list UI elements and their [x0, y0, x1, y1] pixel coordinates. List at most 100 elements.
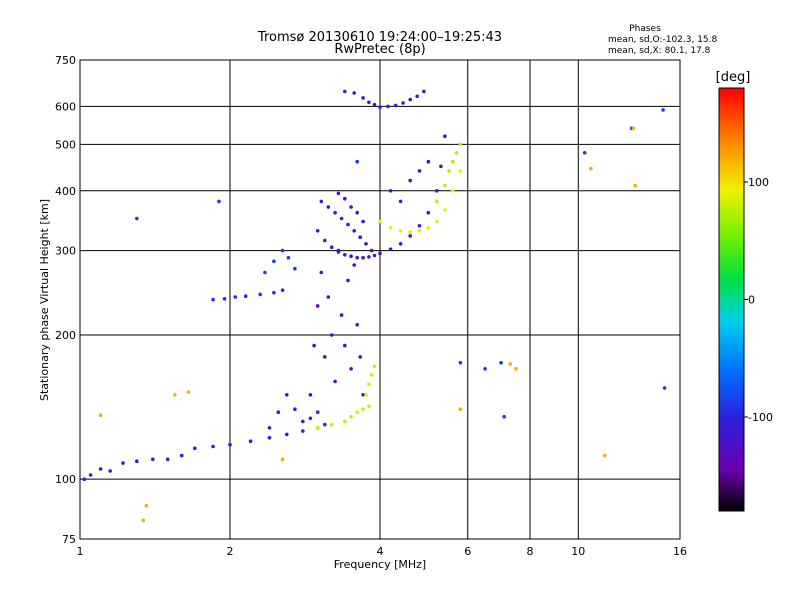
colorbar-gradient — [718, 87, 745, 512]
data-point — [352, 91, 357, 95]
data-point — [258, 292, 263, 297]
data-point — [339, 216, 344, 221]
data-point — [301, 429, 305, 433]
data-point — [633, 183, 637, 188]
x-tick-label: 6 — [464, 545, 471, 558]
x-tick-label: 10 — [571, 545, 585, 558]
data-point — [364, 393, 368, 397]
data-point — [267, 426, 272, 430]
data-point — [121, 461, 125, 465]
data-point — [458, 169, 463, 173]
data-point — [458, 360, 463, 365]
data-point — [398, 242, 403, 246]
data-point — [280, 248, 285, 253]
x-tick-label: 8 — [527, 545, 534, 558]
y-tick-label: 300 — [55, 245, 76, 258]
data-point — [398, 229, 403, 233]
data-point — [386, 104, 390, 109]
data-point — [349, 367, 353, 371]
data-point — [358, 235, 363, 239]
data-point — [326, 205, 331, 209]
chart-title: Tromsø 20130610 19:24:00–19:25:43 — [257, 30, 502, 45]
data-point — [193, 446, 197, 451]
x-axis-label: Frequency [MHz] — [334, 558, 426, 571]
data-point — [336, 250, 341, 254]
data-point — [367, 100, 371, 105]
data-point — [323, 355, 327, 359]
data-point — [447, 169, 451, 173]
data-point — [285, 432, 289, 437]
data-point — [378, 219, 382, 224]
data-point — [426, 225, 431, 230]
data-point — [165, 457, 170, 462]
data-point — [263, 270, 267, 275]
data-point — [228, 442, 232, 447]
colorbar-tick-label: -100 — [748, 411, 773, 424]
data-point — [355, 410, 360, 415]
data-point — [315, 229, 320, 233]
data-point — [326, 295, 331, 299]
data-point — [408, 178, 413, 183]
data-point — [186, 390, 191, 394]
data-point — [179, 453, 184, 458]
data-point — [415, 94, 420, 99]
data-points — [82, 89, 667, 523]
data-point — [352, 229, 357, 233]
data-point — [346, 222, 350, 227]
data-point — [408, 230, 413, 234]
data-point — [388, 225, 393, 230]
data-point — [417, 229, 422, 233]
data-point — [323, 422, 327, 427]
chart-subtitle: RwPretec (8p) — [334, 42, 425, 57]
data-point — [217, 199, 221, 204]
data-point — [426, 159, 431, 164]
data-point — [589, 166, 593, 171]
y-axis-ticks: 75 100 200 300 400 500 600 750 — [55, 54, 76, 546]
data-point — [602, 453, 607, 458]
data-point — [144, 503, 149, 508]
data-point — [355, 323, 360, 327]
data-point — [329, 245, 334, 249]
plot-area: 1 2 4 6 8 10 16 75 100 200 300 400 500 600 750 — [55, 54, 687, 558]
data-point — [135, 459, 139, 464]
data-point — [355, 255, 360, 260]
data-point — [369, 373, 374, 377]
data-point — [315, 426, 320, 430]
data-point — [333, 210, 337, 215]
colorbar: [deg] 100 0 -100 — [716, 70, 773, 512]
data-point — [319, 270, 324, 275]
data-point — [435, 199, 439, 204]
data-point — [286, 255, 291, 260]
data-point — [661, 108, 665, 112]
data-point — [355, 159, 360, 164]
data-point — [272, 290, 276, 295]
data-point — [398, 199, 403, 204]
data-point — [361, 219, 365, 224]
data-point — [582, 151, 587, 155]
data-point — [372, 102, 377, 107]
data-point — [361, 255, 365, 260]
data-point — [451, 189, 455, 193]
data-point — [372, 253, 377, 258]
data-point — [98, 413, 103, 418]
data-point — [367, 382, 371, 386]
legend: Phases mean, sd,O:-102.3, 15.8 mean, sd,… — [608, 24, 718, 56]
data-point — [514, 367, 518, 371]
data-point — [422, 89, 426, 94]
data-point — [361, 407, 365, 412]
data-point — [631, 126, 636, 131]
data-point — [308, 416, 313, 421]
data-point — [417, 224, 422, 228]
data-point — [293, 407, 297, 412]
data-point — [435, 189, 439, 193]
y-tick-label: 100 — [55, 473, 76, 486]
y-tick-label: 600 — [55, 100, 76, 113]
data-point — [483, 367, 487, 371]
data-point — [315, 304, 320, 308]
data-point — [333, 379, 337, 384]
data-point — [349, 205, 353, 209]
data-point — [108, 469, 112, 473]
x-tick-label: 16 — [673, 545, 687, 558]
data-point — [393, 103, 398, 108]
